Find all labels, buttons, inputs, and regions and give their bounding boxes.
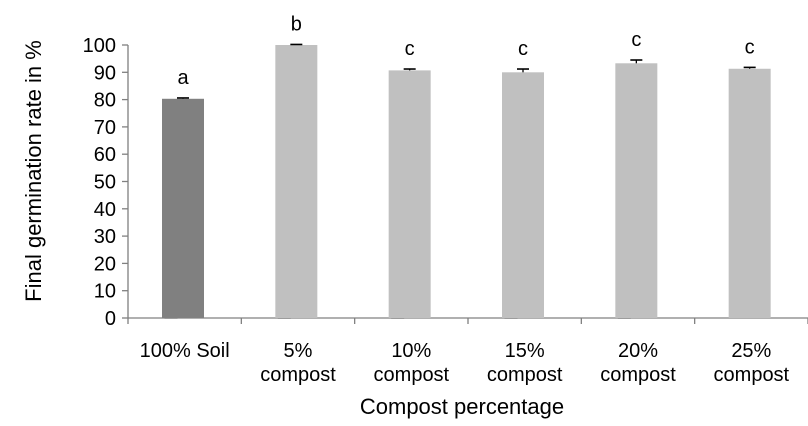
y-axis-ticks: 0 10 20 30 40 50 60 70 80 90 100 [83, 35, 128, 330]
y-axis-tick-label: 60 [94, 144, 116, 166]
bar [162, 98, 204, 318]
axes [127, 45, 808, 324]
bar [728, 68, 771, 318]
significance-label: c [745, 36, 755, 58]
x-axis-tick-label: 5% [284, 340, 313, 362]
bar [615, 63, 658, 318]
bar [388, 70, 431, 318]
bar [275, 45, 318, 318]
significance-label: c [518, 38, 528, 60]
x-axis-tick-label: 100% Soil [140, 340, 230, 362]
y-axis-tick-label: 90 [94, 62, 116, 84]
significance-label: b [291, 13, 302, 35]
y-axis-tick-label: 30 [94, 226, 116, 248]
x-axis-tick-label: 20% [618, 340, 658, 362]
y-axis-title-group: Final germination rate in % [21, 40, 46, 302]
significance-label: a [177, 67, 189, 89]
significance-label: c [405, 38, 415, 60]
x-axis-tick-label: 25% [731, 340, 771, 362]
y-axis-tick-label: 70 [94, 117, 116, 139]
x-axis-tick-label: compost [714, 364, 790, 386]
x-axis-tick-label: compost [374, 364, 450, 386]
y-axis-tick-label: 20 [94, 253, 116, 275]
x-axis-tick-labels: 100% Soil 5%compost10%compost15%compost20… [140, 340, 790, 386]
x-axis-tick-label: compost [600, 364, 676, 386]
y-axis-title: Final germination rate in % [21, 40, 46, 302]
x-axis-tick-label: compost [260, 364, 336, 386]
x-axis-tick-label: compost [487, 364, 563, 386]
x-axis-tick-label: 10% [391, 340, 431, 362]
y-axis-tick-label: 10 [94, 281, 116, 303]
y-axis-tick-label: 50 [94, 172, 116, 194]
y-axis-tick-label: 40 [94, 199, 116, 221]
y-axis-tick-label: 100 [83, 35, 116, 57]
bars: a b c c c c [162, 13, 771, 319]
x-axis-title: Compost percentage [360, 394, 564, 419]
y-axis-tick-label: 80 [94, 90, 116, 112]
bar [502, 72, 544, 318]
x-axis-tick-label: 15% [505, 340, 545, 362]
y-axis-tick-label: 0 [105, 308, 116, 330]
significance-label: c [631, 29, 641, 51]
